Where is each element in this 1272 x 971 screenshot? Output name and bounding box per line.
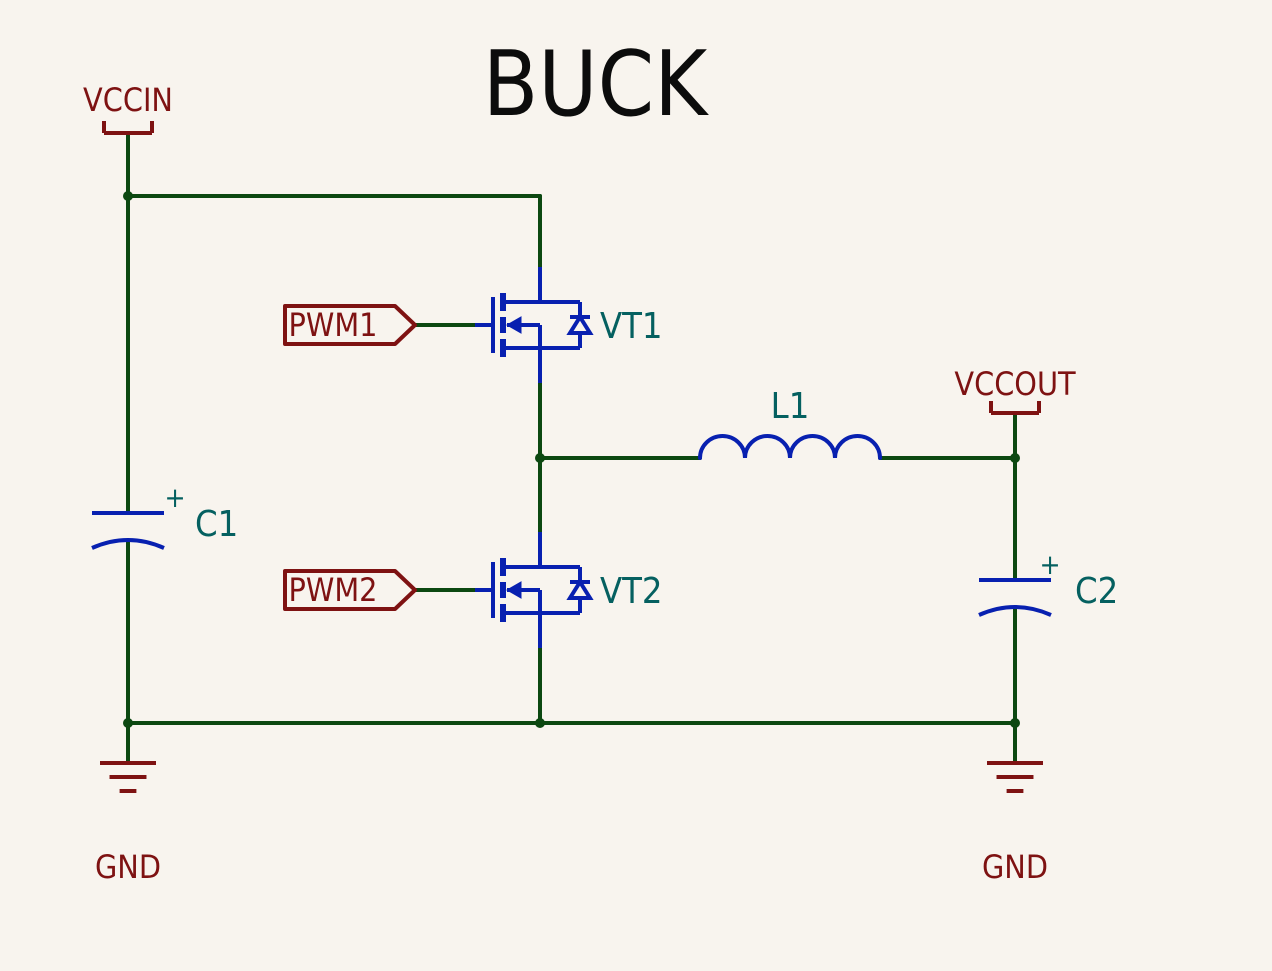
junction-2 xyxy=(535,718,545,728)
junction-4 xyxy=(1010,718,1020,728)
label-C2: C2 xyxy=(1075,571,1118,612)
label-GND1: GND xyxy=(95,848,161,886)
junction-1 xyxy=(123,718,133,728)
label-VT2: VT2 xyxy=(600,571,663,612)
label-VCCOUT: VCCOUT xyxy=(954,365,1076,403)
label-PWM1: PWM1 xyxy=(289,306,378,344)
label-GND2: GND xyxy=(982,848,1048,886)
canvas-bg xyxy=(0,0,1272,971)
label-plus2: + xyxy=(1039,548,1060,581)
label-C1: C1 xyxy=(195,504,238,545)
schematic-title: BUCK xyxy=(483,32,709,137)
label-plus1: + xyxy=(164,481,185,514)
junction-5 xyxy=(1010,453,1020,463)
junction-3 xyxy=(535,453,545,463)
label-VCCIN: VCCIN xyxy=(83,81,173,119)
label-VT1: VT1 xyxy=(600,306,663,347)
label-L1: L1 xyxy=(771,386,810,427)
label-PWM2: PWM2 xyxy=(289,571,378,609)
junction-0 xyxy=(123,191,133,201)
